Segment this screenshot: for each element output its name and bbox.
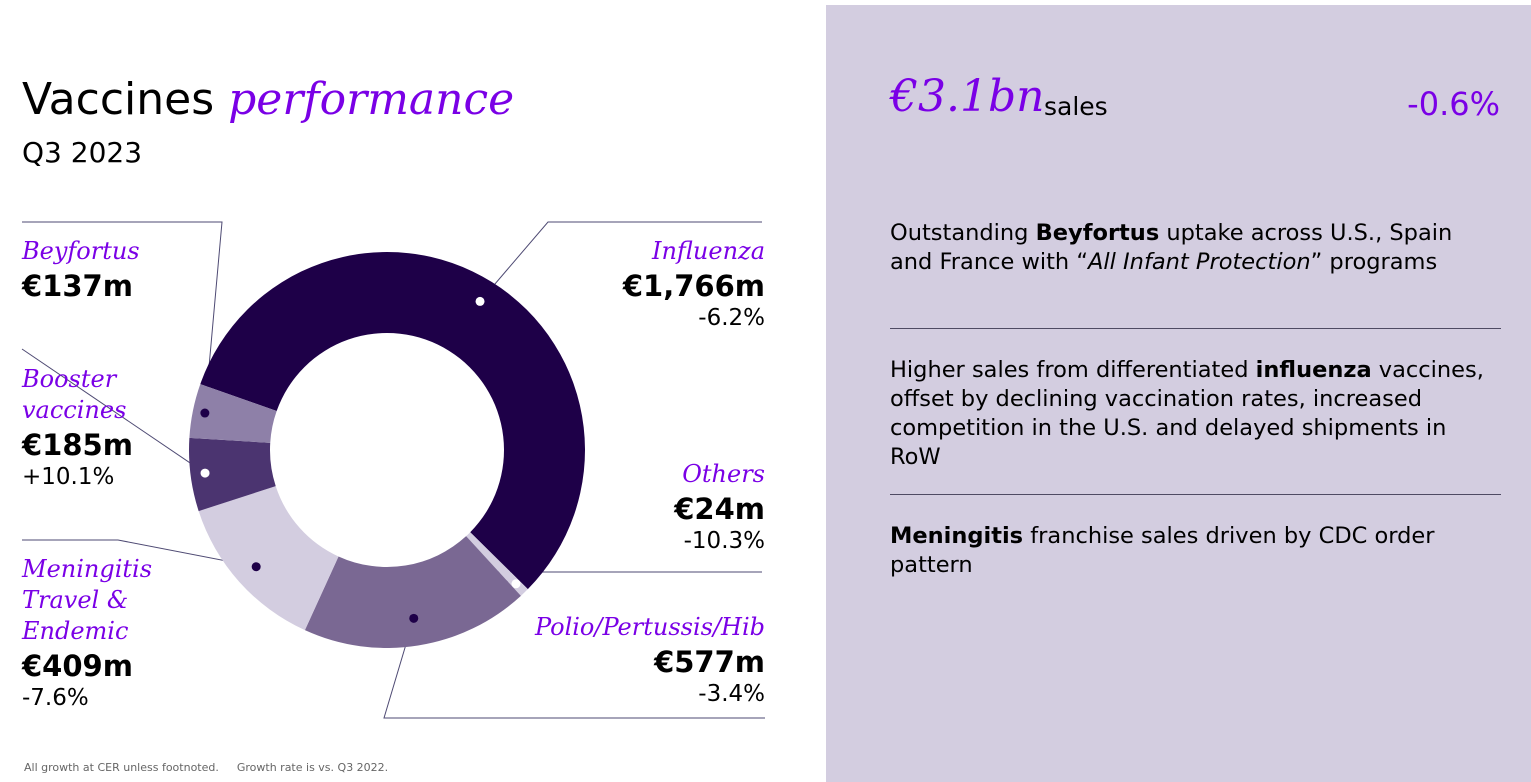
segment-value: €409m [22, 649, 133, 683]
segment-name-line: vaccines [22, 396, 127, 424]
title-main: Vaccines [22, 74, 215, 125]
segment-name-line: Booster [22, 365, 117, 393]
footnote: All growth at CER unless footnoted. Growt… [24, 761, 388, 774]
segment-growth: -6.2% [698, 305, 765, 331]
page-subtitle: Q3 2023 [22, 136, 143, 169]
segment-value: €1,766m [622, 269, 765, 303]
sales-amount: €3.1bn [890, 71, 1045, 122]
highlight-text: ” programs [1310, 249, 1438, 275]
segment-growth: +10.1% [22, 464, 115, 490]
marker-others [511, 579, 521, 589]
segment-label-meningitis: Meningitis Travel & Endemic €409m -7.6% [22, 554, 152, 713]
donut-chart [21, 221, 765, 719]
slice-meningitis-travel-endemic [198, 486, 339, 631]
segment-name: Others [682, 460, 765, 488]
segment-growth: -3.4% [698, 681, 765, 707]
slice-influenza [200, 252, 585, 590]
highlight-text: uptake across U.S., Spain and France wit… [890, 220, 1453, 275]
segment-name-line: Endemic [22, 617, 129, 645]
highlight-influenza: Higher sales from differentiated influen… [890, 356, 1490, 472]
highlight-italic: All Infant Protection [1088, 249, 1311, 275]
slice-booster-vaccines [189, 437, 276, 512]
highlight-meningitis: Meningitis franchise sales driven by CDC… [890, 522, 1490, 580]
segment-name-line: Meningitis [22, 555, 153, 583]
segment-label-beyfortus: Beyfortus €137m [22, 236, 140, 303]
segment-name: Beyfortus [22, 237, 140, 265]
segment-growth: -10.3% [683, 528, 765, 554]
segment-value: €137m [22, 269, 133, 303]
segment-value: €24m [674, 492, 765, 526]
leader-line-booster-vaccines [21, 348, 206, 474]
marker-beyfortus [200, 408, 210, 418]
segment-label-influenza: Influenza €1,766m -6.2% [623, 236, 765, 333]
marker-booster-vaccines [200, 468, 210, 478]
segment-markers [200, 296, 521, 623]
footnote-growth-rate: Growth rate is vs. Q3 2022. [236, 761, 389, 774]
segment-name-line: Travel & [22, 586, 129, 614]
segment-name: Polio/Pertussis/Hib [534, 613, 765, 641]
leader-line-influenza [479, 221, 762, 302]
divider [890, 494, 1501, 495]
segment-name: Influenza [651, 237, 765, 265]
segment-value: €185m [22, 428, 133, 462]
highlight-text: franchise sales driven by CDC order patt… [890, 523, 1435, 578]
summary-panel: €3.1bn sales -0.6% Outstanding Beyfortus… [826, 5, 1531, 782]
highlight-bold: Beyfortus [1035, 220, 1160, 246]
donut-slices [189, 252, 585, 648]
segment-label-booster-vaccines: Booster vaccines €185m +10.1% [22, 364, 133, 492]
segment-value: €577m [654, 645, 765, 679]
marker-meningitis-travel-endemic [251, 562, 261, 572]
highlight-text: Outstanding [890, 220, 1036, 246]
page-title: Vaccines performance [22, 74, 514, 125]
highlight-bold: Meningitis [890, 523, 1024, 549]
divider [890, 328, 1501, 329]
segment-label-others: Others €24m -10.3% [674, 459, 765, 556]
slice-others [466, 532, 528, 596]
segment-label-polio: Polio/Pertussis/Hib €577m -3.4% [535, 612, 765, 709]
marker-influenza [475, 296, 485, 306]
marker-polio-pertussis-hib [409, 613, 419, 623]
footnote-cer: All growth at CER unless footnoted. [24, 761, 219, 774]
slice-beyfortus [189, 384, 277, 443]
highlight-beyfortus: Outstanding Beyfortus uptake across U.S.… [890, 219, 1490, 277]
title-accent: performance [228, 74, 515, 125]
sales-growth: -0.6% [1407, 85, 1500, 123]
highlight-text: Higher sales from differentiated [890, 357, 1256, 383]
highlight-text: vaccines, offset by declining vaccinatio… [890, 357, 1484, 470]
leader-line-meningitis-travel-endemic [22, 539, 257, 568]
slice-polio-pertussis-hib [304, 536, 521, 648]
highlight-bold: influenza [1255, 357, 1372, 383]
leader-line-beyfortus [22, 221, 223, 414]
segment-growth: -7.6% [22, 685, 89, 711]
leader-line-polio-pertussis-hib [383, 618, 765, 719]
sales-label: sales [1044, 92, 1108, 121]
